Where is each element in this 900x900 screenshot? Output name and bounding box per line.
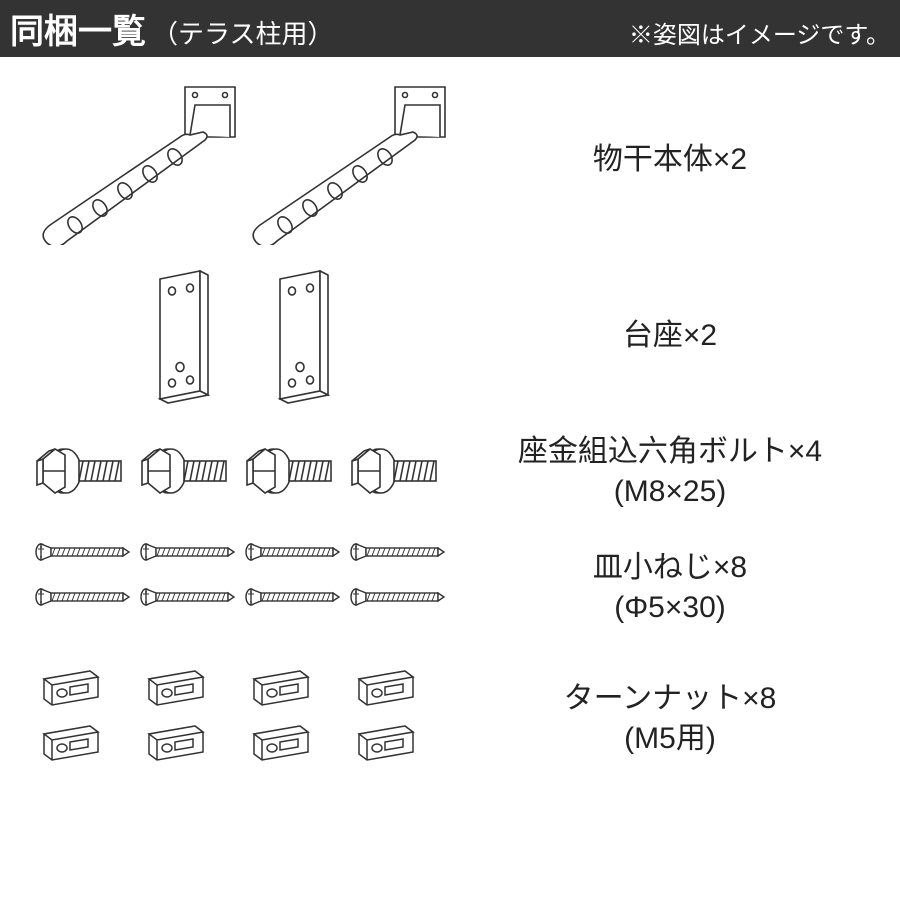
illustration-hex-bolt bbox=[20, 427, 460, 517]
part-name: ターンナット×8 bbox=[460, 679, 880, 720]
page-title: 同梱一覧 bbox=[10, 4, 146, 53]
part-label: ターンナット×8 (M5用) bbox=[460, 679, 880, 760]
part-name: 台座×2 bbox=[460, 316, 880, 357]
part-name: 物干本体×2 bbox=[460, 140, 880, 181]
illustration-base-plate bbox=[20, 261, 460, 411]
illustration-turn-nut bbox=[20, 659, 460, 779]
page-note: ※姿図はイメージです。 bbox=[629, 15, 890, 50]
part-label: 皿小ねじ×8 (Φ5×30) bbox=[460, 548, 880, 629]
part-label: 物干本体×2 bbox=[460, 140, 880, 181]
parts-row: 皿小ねじ×8 (Φ5×30) bbox=[20, 525, 880, 651]
parts-list: 物干本体×2 bbox=[0, 57, 900, 787]
part-sub: (Φ5×30) bbox=[460, 588, 880, 629]
parts-row: 座金組込六角ボルト×4 (M8×25) bbox=[20, 419, 880, 525]
illustration-flat-screw bbox=[20, 533, 460, 643]
part-label: 座金組込六角ボルト×4 (M8×25) bbox=[460, 432, 880, 513]
parts-row: ターンナット×8 (M5用) bbox=[20, 651, 880, 787]
part-name: 座金組込六角ボルト×4 bbox=[460, 432, 880, 473]
parts-row: 物干本体×2 bbox=[20, 67, 880, 253]
part-sub: (M8×25) bbox=[460, 472, 880, 513]
parts-row: 台座×2 bbox=[20, 253, 880, 419]
part-sub: (M5用) bbox=[460, 719, 880, 760]
page-subtitle: （テラス柱用） bbox=[152, 14, 333, 51]
part-label: 台座×2 bbox=[460, 316, 880, 357]
header-bar: 同梱一覧 （テラス柱用） ※姿図はイメージです。 bbox=[0, 0, 900, 57]
illustration-rack-arm bbox=[20, 75, 460, 245]
part-name: 皿小ねじ×8 bbox=[460, 548, 880, 589]
